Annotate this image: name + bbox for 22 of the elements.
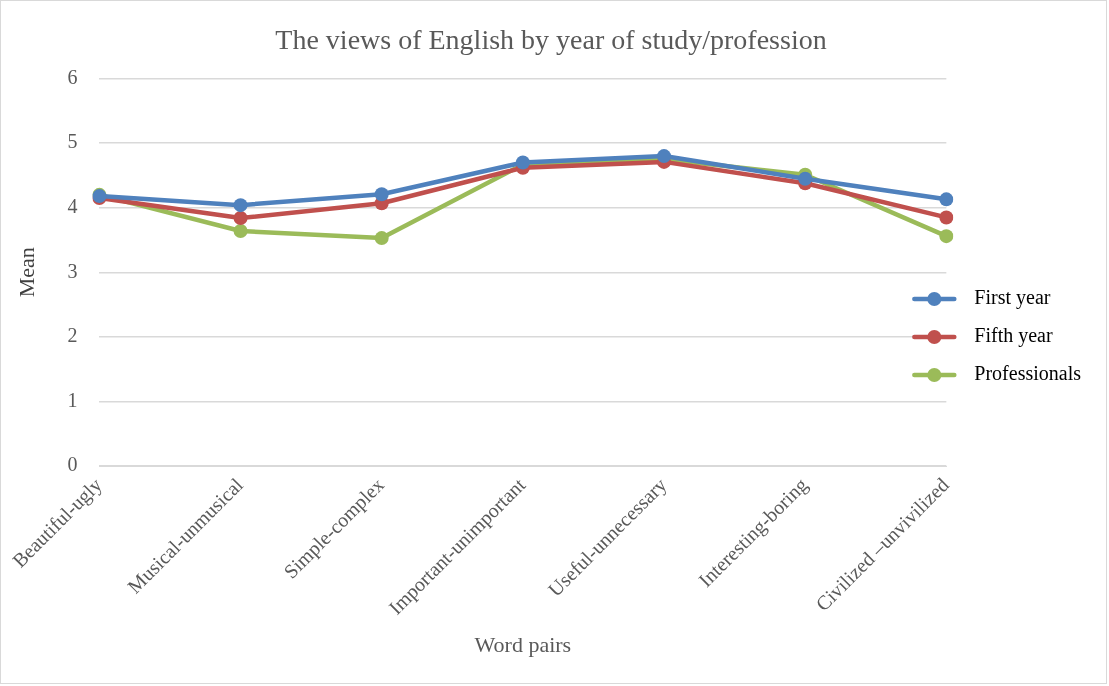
point [939, 210, 954, 225]
y-tick-label: 0 [67, 453, 78, 476]
point [374, 187, 389, 202]
chart-title: The views of English by year of study/profession [275, 24, 827, 56]
point [798, 171, 813, 186]
legend-label: Fifth year [974, 324, 1053, 348]
y-tick-label: 6 [67, 65, 78, 88]
y-tick-label: 4 [67, 194, 78, 217]
point [374, 231, 389, 246]
point [939, 229, 954, 244]
y-tick-label: 1 [67, 388, 78, 411]
legend-label: Professionals [974, 362, 1082, 385]
point [939, 192, 954, 207]
y-tick-label: 3 [67, 259, 78, 282]
point [233, 223, 248, 238]
y-tick-label: 5 [67, 130, 78, 153]
point [233, 198, 248, 213]
y-tick-label: 2 [67, 324, 78, 347]
legend-label: First year [974, 286, 1051, 310]
y-axis-title: Mean [13, 247, 39, 298]
point [233, 211, 248, 226]
x-axis-title: Word pairs [474, 631, 572, 657]
